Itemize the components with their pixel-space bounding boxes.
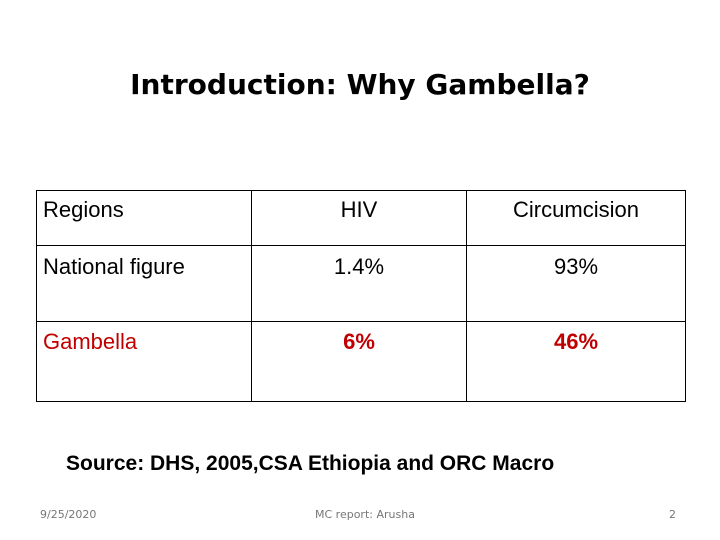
footer-date: 9/25/2020 [40, 508, 97, 521]
row-national-label: National figure [36, 245, 252, 322]
row-gambella-circumcision: 46% [466, 321, 686, 402]
data-table: Regions HIV Circumcision National figure… [36, 190, 686, 402]
slide-title: Introduction: Why Gambella? [130, 68, 590, 101]
row-national-circumcision: 93% [466, 245, 686, 322]
table-row: National figure 1.4% 93% [36, 245, 686, 322]
footer-center-text: MC report: Arusha [315, 508, 415, 521]
header-circumcision: Circumcision [466, 190, 686, 246]
header-regions: Regions [36, 190, 252, 246]
footer-page-number: 2 [669, 508, 676, 521]
row-gambella-label: Gambella [36, 321, 252, 402]
row-gambella-hiv: 6% [251, 321, 467, 402]
header-hiv: HIV [251, 190, 467, 246]
source-note: Source: DHS, 2005,CSA Ethiopia and ORC M… [66, 452, 555, 475]
table-row: Gambella 6% 46% [36, 321, 686, 402]
table-header-row: Regions HIV Circumcision [36, 190, 686, 246]
row-national-hiv: 1.4% [251, 245, 467, 322]
